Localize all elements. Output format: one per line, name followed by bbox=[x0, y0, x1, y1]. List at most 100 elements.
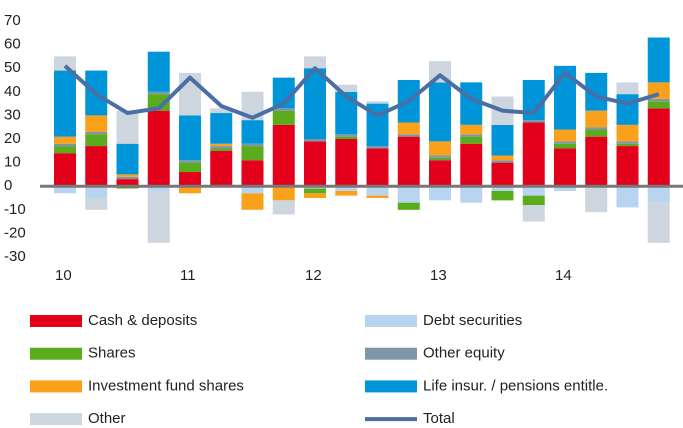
bar bbox=[210, 148, 233, 151]
bar bbox=[335, 134, 358, 137]
bar bbox=[585, 72, 608, 111]
bar bbox=[522, 186, 545, 196]
bar bbox=[272, 124, 295, 187]
y-tick-label: 50 bbox=[4, 59, 21, 76]
bar bbox=[210, 113, 233, 144]
bar bbox=[616, 124, 639, 142]
y-tick-label: -30 bbox=[4, 248, 26, 265]
legend-swatch bbox=[30, 315, 82, 327]
bar bbox=[585, 136, 608, 187]
bar bbox=[647, 202, 670, 243]
bar bbox=[179, 162, 201, 173]
bar bbox=[304, 139, 326, 142]
bar bbox=[241, 146, 264, 161]
bar bbox=[304, 193, 326, 198]
bar bbox=[54, 186, 76, 194]
bar bbox=[272, 77, 295, 109]
x-tick-label: 12 bbox=[305, 267, 322, 284]
bar bbox=[616, 186, 639, 208]
bar bbox=[460, 124, 483, 135]
legend-swatch bbox=[30, 380, 82, 393]
legend-label: Investment fund shares bbox=[88, 377, 244, 394]
bar bbox=[585, 186, 608, 213]
bar bbox=[54, 70, 76, 137]
legend-label: Total bbox=[423, 410, 455, 427]
bar bbox=[241, 91, 264, 121]
bar bbox=[179, 186, 201, 194]
bar bbox=[85, 115, 108, 132]
bar bbox=[366, 195, 389, 198]
bar bbox=[366, 186, 389, 196]
legend-label: Life insur. / pensions entitle. bbox=[423, 377, 608, 394]
bar bbox=[147, 110, 170, 187]
bar bbox=[54, 146, 76, 154]
bar bbox=[616, 146, 639, 187]
bar bbox=[85, 186, 108, 198]
bar bbox=[429, 155, 451, 158]
bar bbox=[554, 129, 576, 142]
bar bbox=[616, 94, 639, 125]
legend-swatch bbox=[30, 347, 82, 360]
bar bbox=[147, 94, 170, 111]
y-tick-label: -20 bbox=[4, 224, 26, 241]
total-line bbox=[63, 64, 660, 120]
bar bbox=[491, 186, 514, 191]
bar bbox=[210, 150, 233, 187]
bar bbox=[304, 68, 326, 139]
bar bbox=[116, 179, 139, 187]
bar bbox=[366, 148, 389, 187]
bar bbox=[335, 84, 358, 92]
bar bbox=[491, 190, 514, 201]
bar bbox=[54, 136, 76, 144]
y-tick-label: 30 bbox=[4, 106, 21, 123]
bar bbox=[116, 176, 139, 180]
bar bbox=[304, 56, 326, 69]
y-tick-label: 0 bbox=[4, 177, 12, 194]
bar bbox=[585, 110, 608, 128]
y-tick-label: 20 bbox=[4, 130, 21, 147]
bar bbox=[116, 110, 139, 144]
bar bbox=[335, 190, 358, 196]
bar bbox=[429, 82, 451, 142]
bar bbox=[491, 124, 514, 156]
bar bbox=[616, 143, 639, 147]
bar bbox=[335, 136, 358, 139]
bar bbox=[147, 186, 170, 191]
bar bbox=[647, 98, 670, 102]
x-tick-label: 14 bbox=[555, 267, 572, 284]
y-tick-label: 10 bbox=[4, 154, 21, 171]
bar bbox=[335, 186, 358, 191]
x-tick-label: 11 bbox=[180, 267, 196, 284]
bar bbox=[647, 108, 670, 187]
bar bbox=[241, 160, 264, 187]
legend-label: Other bbox=[88, 410, 126, 427]
legend-swatch bbox=[30, 413, 82, 426]
bar bbox=[397, 122, 420, 135]
bar bbox=[241, 193, 264, 210]
bar bbox=[85, 131, 108, 135]
bar bbox=[241, 120, 264, 144]
bar bbox=[585, 127, 608, 130]
bar bbox=[460, 143, 483, 187]
bar bbox=[147, 190, 170, 243]
legend-swatch bbox=[365, 380, 417, 393]
y-tick-label: 40 bbox=[4, 83, 21, 100]
bar bbox=[116, 174, 139, 177]
bar bbox=[522, 120, 545, 123]
bar bbox=[460, 134, 483, 137]
bar bbox=[554, 148, 576, 187]
legend-label: Other equity bbox=[423, 345, 505, 362]
bar bbox=[272, 186, 295, 201]
bar bbox=[554, 186, 576, 191]
bar bbox=[585, 129, 608, 137]
bar bbox=[335, 91, 358, 135]
bar bbox=[54, 56, 76, 71]
bar bbox=[272, 200, 295, 215]
bar bbox=[397, 134, 420, 137]
bar bbox=[460, 136, 483, 144]
bar bbox=[429, 141, 451, 156]
bar bbox=[54, 153, 76, 187]
bar bbox=[272, 108, 295, 111]
bar bbox=[647, 37, 670, 83]
